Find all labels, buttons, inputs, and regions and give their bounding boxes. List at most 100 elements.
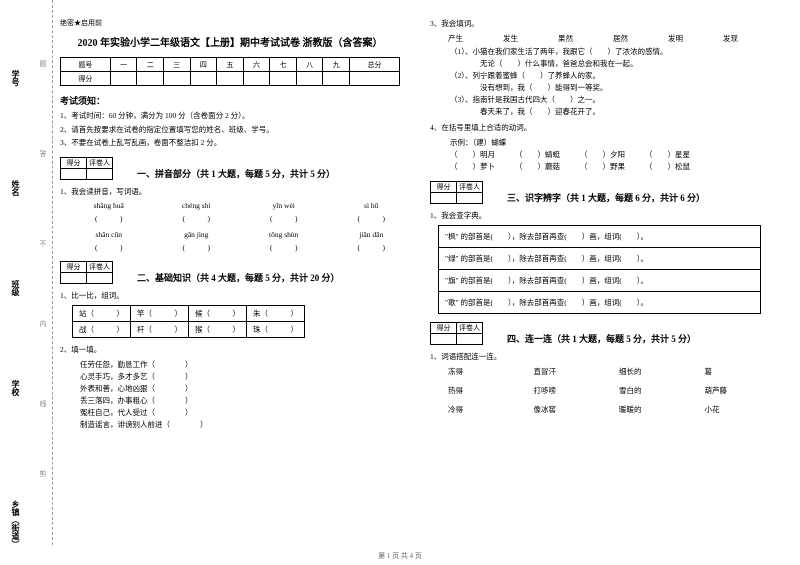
mini-header: 得分: [431, 182, 457, 193]
verb-row: （ ）明月 （ ）蜻蜓 （ ）夕阳 （ ）星星: [450, 149, 770, 161]
score-header: 四: [190, 58, 217, 72]
binding-mark: 线: [38, 400, 48, 407]
question-prompt: 1、比一比，组词。: [60, 290, 400, 301]
score-header: 九: [323, 58, 350, 72]
match-item: 打哆嗦: [534, 385, 600, 396]
section-header-1: 得分评卷人 一、拼音部分（共 1 大题，每题 5 分，共计 5 分）: [60, 157, 400, 180]
compare-cell: 朱（ ）: [247, 305, 305, 321]
table-row: 站（ ） 竿（ ） 候（ ） 朱（ ）: [73, 305, 305, 321]
grader-table: 得分评卷人: [430, 322, 483, 345]
verb-item: （ ）野果: [580, 161, 625, 173]
blank: ( ): [343, 213, 401, 224]
binding-mark: 题: [38, 60, 48, 67]
verb-item: （ ）蜻蜓: [515, 149, 560, 161]
verb-item: （ ）明月: [450, 149, 495, 161]
instruction-item: 3、不要在试卷上乱写乱画，卷面不整洁扣 2 分。: [60, 138, 400, 149]
score-header: 七: [270, 58, 297, 72]
verb-rows: （ ）明月 （ ）蜻蜓 （ ）夕阳 （ ）星星 （ ）萝卜 （ ）蘑菇 （ ）野…: [450, 149, 770, 173]
page-content: 绝密★启用前 2020 年实验小学二年级语文【上册】期中考试试卷 浙教版（含答案…: [0, 0, 800, 441]
mini-header: 得分: [431, 323, 457, 334]
instructions-title: 考试须知：: [60, 94, 400, 107]
left-column: 绝密★启用前 2020 年实验小学二年级语文【上册】期中考试试卷 浙教版（含答案…: [60, 18, 400, 431]
grader-table: 得分评卷人: [430, 181, 483, 204]
question-prompt: 2、填一填。: [60, 344, 400, 355]
mini-header: 评卷人: [457, 323, 483, 334]
question-prompt: 1、我会查字典。: [430, 210, 770, 221]
fill-item: 丢三落四，办事粗心（ ）: [80, 395, 400, 407]
binding-mark: 剪: [38, 470, 48, 477]
match-item: 细长的: [619, 366, 685, 377]
section-title: 一、拼音部分（共 1 大题，每题 5 分，共计 5 分）: [137, 167, 335, 180]
mini-header: 评卷人: [87, 157, 113, 168]
word: 发现: [723, 33, 738, 44]
section-header-4: 得分评卷人 四、连一连（共 1 大题，每题 5 分，共计 5 分）: [430, 322, 770, 345]
section-header-2: 得分评卷人 二、基础知识（共 4 大题，每题 5 分，共计 20 分）: [60, 261, 400, 284]
match-item: 葫芦藤: [705, 385, 771, 396]
pinyin: gān jìng: [168, 230, 226, 239]
word-bank: 产生 发生 果然 居然 发明 发现: [448, 33, 770, 44]
pinyin: sì hū: [343, 201, 401, 210]
compare-cell: 竿（ ）: [131, 305, 189, 321]
grader-table: 得分评卷人: [60, 157, 113, 180]
match-item: 冻得: [448, 366, 514, 377]
verb-item: （ ）松鼠: [645, 161, 690, 173]
radical-cell: "歌" 的部首是( ），除去部首再查( ）画，组词( ）。: [439, 292, 761, 314]
word: 发生: [503, 33, 518, 44]
pinyin: tōng shùn: [255, 230, 313, 239]
match-item: 冷得: [448, 404, 514, 415]
fill-item: 任劳任怨，勤恳工作（ ）: [80, 359, 400, 371]
word: 居然: [613, 33, 628, 44]
pinyin: chéng shì: [168, 201, 226, 210]
match-item: 葛: [705, 366, 771, 377]
table-row: "旗" 的部首是( ），除去部首再查( ）画，组词( ）。: [439, 270, 761, 292]
instruction-item: 1、考试时间：60 分钟，满分为 100 分（含卷面分 2 分）。: [60, 111, 400, 122]
score-header: 题号: [61, 58, 111, 72]
blank: ( ): [255, 242, 313, 253]
fill-item: 心灵手巧，多才多艺（ ）: [80, 371, 400, 383]
mini-header: 评卷人: [457, 182, 483, 193]
table-row: "歌" 的部首是( ），除去部首再查( ）画，组词( ）。: [439, 292, 761, 314]
binding-field: 班级: [10, 280, 21, 296]
binding-mark: 不: [38, 240, 48, 247]
score-header: 八: [296, 58, 323, 72]
blank: ( ): [255, 213, 313, 224]
blank: ( ): [80, 242, 138, 253]
compare-cell: 候（ ）: [189, 305, 247, 321]
match-item: 热得: [448, 385, 514, 396]
pinyin: jiǎn dān: [343, 230, 401, 239]
match-item: 小花: [705, 404, 771, 415]
table-row: 题号 一 二 三 四 五 六 七 八 九 总分: [61, 58, 400, 72]
compare-cell: 站（ ）: [73, 305, 131, 321]
table-row: "绿" 的部首是( ），除去部首再查( ）画，组词( ）。: [439, 248, 761, 270]
binding-field: 学号: [10, 70, 21, 86]
score-header: 总分: [350, 58, 400, 72]
radical-cell: "旗" 的部首是( ），除去部首再查( ）画，组词( ）。: [439, 270, 761, 292]
pinyin-row: shāng huā chéng shì yīn wèi sì hū: [80, 201, 400, 210]
exam-title: 2020 年实验小学二年级语文【上册】期中考试试卷 浙教版（含答案）: [60, 34, 400, 49]
sentence: 没有想到，我（ ）能得到一等奖。: [450, 82, 770, 94]
blank: ( ): [80, 213, 138, 224]
instruction-item: 2、请首先按要求在试卷的指定位置填写您的姓名、班级、学号。: [60, 125, 400, 136]
radical-cell: "绿" 的部首是( ），除去部首再查( ）画，组词( ）。: [439, 248, 761, 270]
question-prompt: 4、在括号里填上合适的动词。: [430, 122, 770, 133]
verb-item: （ ）蘑菇: [515, 161, 560, 173]
section-title: 三、识字辨字（共 1 大题，每题 6 分，共计 6 分）: [507, 191, 705, 204]
score-header: 三: [164, 58, 191, 72]
page-footer: 第 1 页 共 4 页: [0, 551, 800, 561]
mini-header: 得分: [61, 261, 87, 272]
grader-table: 得分评卷人: [60, 261, 113, 284]
sentence: 无论（ ）什么事情，爸爸总会和我在一起。: [450, 58, 770, 70]
binding-field: 乡镇（街道）: [10, 500, 21, 545]
score-header: 五: [217, 58, 244, 72]
radical-table: "枫" 的部首是( ），除去部首再查( ）画，组词( ）。 "绿" 的部首是( …: [438, 225, 761, 314]
table-row: "枫" 的部首是( ），除去部首再查( ）画，组词( ）。: [439, 226, 761, 248]
pinyin: yīn wèi: [255, 201, 313, 210]
mini-header: 评卷人: [87, 261, 113, 272]
blank-row: ( ) ( ) ( ) ( ): [80, 213, 400, 224]
section-header-3: 得分评卷人 三、识字辨字（共 1 大题，每题 6 分，共计 6 分）: [430, 181, 770, 204]
score-table: 题号 一 二 三 四 五 六 七 八 九 总分 得分: [60, 57, 400, 86]
sentence: （1）、小猫在我们家生活了两年，我跟它（ ）了浓浓的感情。: [450, 46, 770, 58]
verb-item: （ ）夕阳: [580, 149, 625, 161]
word: 果然: [558, 33, 573, 44]
secret-label: 绝密★启用前: [60, 18, 400, 28]
